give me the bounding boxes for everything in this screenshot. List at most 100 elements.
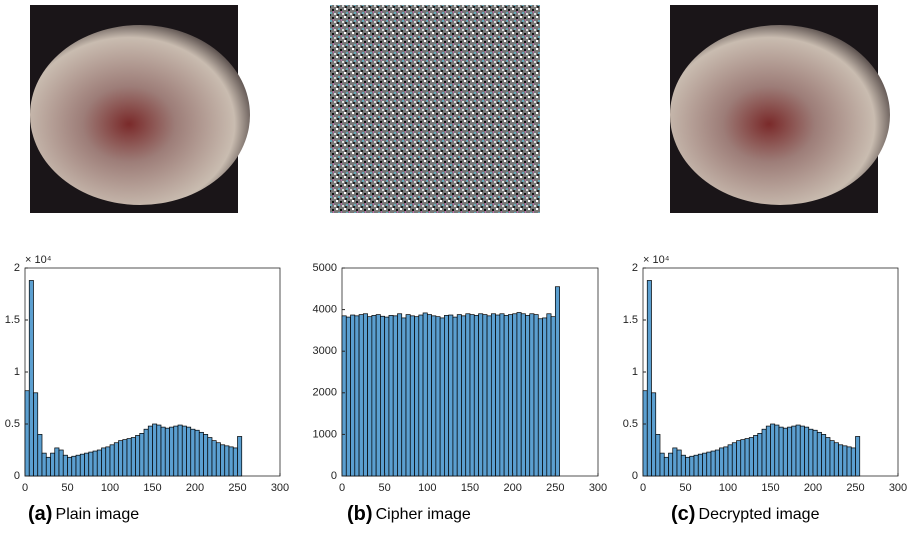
- bar: [697, 453, 703, 477]
- y-tick-label: 3000: [313, 345, 337, 357]
- bar: [173, 425, 179, 477]
- bar: [855, 436, 861, 477]
- bar: [812, 429, 818, 477]
- bar: [198, 431, 204, 477]
- decrypted-image: [670, 5, 890, 213]
- bar: [439, 317, 445, 477]
- bar: [135, 435, 141, 477]
- y-exponent: × 10⁴: [643, 254, 670, 266]
- bar: [58, 449, 64, 477]
- bar: [177, 424, 183, 477]
- x-tick-label: 200: [804, 482, 822, 494]
- bar: [215, 442, 221, 477]
- bar: [469, 314, 475, 477]
- bar: [405, 314, 411, 477]
- bar: [702, 452, 708, 477]
- bar: [456, 314, 462, 477]
- bar: [33, 392, 39, 477]
- bar: [50, 452, 56, 477]
- bar: [646, 280, 652, 477]
- bar: [495, 314, 501, 477]
- bar: [444, 315, 450, 477]
- bar: [28, 280, 34, 477]
- bar: [431, 315, 437, 477]
- bar: [774, 424, 780, 477]
- x-tick-label: 150: [761, 482, 779, 494]
- x-tick-label: 100: [101, 482, 119, 494]
- bar: [516, 312, 522, 477]
- bar: [375, 314, 381, 477]
- bar: [520, 313, 526, 477]
- bar: [54, 447, 60, 477]
- y-tick-label: 2: [632, 262, 638, 274]
- y-exponent: × 10⁴: [25, 254, 52, 266]
- bar: [508, 314, 514, 477]
- caption-text: Cipher image: [376, 506, 471, 523]
- bar: [668, 452, 674, 477]
- y-tick-label: 1: [14, 366, 20, 378]
- bar: [850, 447, 856, 477]
- bar: [478, 313, 484, 477]
- bar: [105, 446, 111, 477]
- x-tick-label: 250: [846, 482, 864, 494]
- bar: [770, 423, 776, 477]
- y-tick-label: 0: [331, 470, 337, 482]
- bar: [753, 435, 759, 477]
- bar: [211, 440, 217, 477]
- x-tick-label: 300: [889, 482, 907, 494]
- x-tick-label: 50: [379, 482, 391, 494]
- x-tick-label: 250: [228, 482, 246, 494]
- bar: [499, 313, 505, 477]
- bar: [804, 426, 810, 477]
- x-tick-label: 150: [461, 482, 479, 494]
- bar: [426, 314, 432, 477]
- bar: [525, 315, 531, 477]
- bar: [778, 426, 784, 477]
- bar: [663, 456, 669, 477]
- bar: [232, 447, 238, 477]
- x-tick-label: 0: [22, 482, 28, 494]
- bar: [791, 425, 797, 477]
- y-tick-label: 1.5: [623, 314, 638, 326]
- bar: [401, 317, 407, 477]
- bar: [92, 450, 98, 477]
- bar: [842, 445, 848, 477]
- x-tick-label: 0: [339, 482, 345, 494]
- bar: [147, 425, 153, 477]
- x-tick-label: 200: [186, 482, 204, 494]
- bar: [45, 456, 51, 477]
- bar: [190, 428, 196, 477]
- bar: [719, 447, 725, 477]
- bar: [186, 426, 192, 477]
- bar: [384, 316, 390, 477]
- bar: [24, 390, 30, 477]
- bar: [422, 312, 428, 477]
- bar: [825, 437, 831, 477]
- bar: [554, 286, 560, 477]
- bar: [79, 453, 85, 477]
- bar: [71, 455, 77, 477]
- bar: [676, 449, 682, 477]
- caption: (a) Plain image: [28, 503, 139, 525]
- bar: [181, 425, 187, 477]
- bar: [380, 315, 386, 477]
- x-tick-label: 50: [679, 482, 691, 494]
- y-tick-label: 0.5: [5, 418, 20, 430]
- bar: [237, 436, 243, 477]
- bar: [710, 450, 716, 477]
- bar: [371, 315, 377, 477]
- bar: [642, 390, 648, 477]
- x-tick-label: 300: [589, 482, 607, 494]
- x-tick-label: 200: [503, 482, 521, 494]
- bar: [706, 451, 712, 477]
- bar: [350, 314, 356, 477]
- bar: [67, 456, 73, 477]
- bar: [537, 318, 543, 477]
- bar: [203, 434, 209, 477]
- bar: [821, 434, 827, 477]
- caption-text: Plain image: [56, 506, 140, 523]
- x-tick-label: 250: [546, 482, 564, 494]
- bar: [126, 438, 132, 477]
- bar: [367, 316, 373, 477]
- bar: [829, 440, 835, 477]
